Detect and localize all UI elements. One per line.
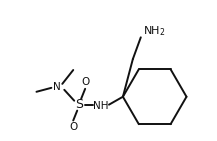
Text: NH$_2$: NH$_2$ [143, 25, 165, 38]
Text: S: S [75, 98, 83, 111]
Text: N: N [53, 82, 61, 92]
Text: O: O [81, 77, 89, 87]
Text: NH: NH [93, 101, 109, 111]
Text: O: O [69, 122, 77, 132]
